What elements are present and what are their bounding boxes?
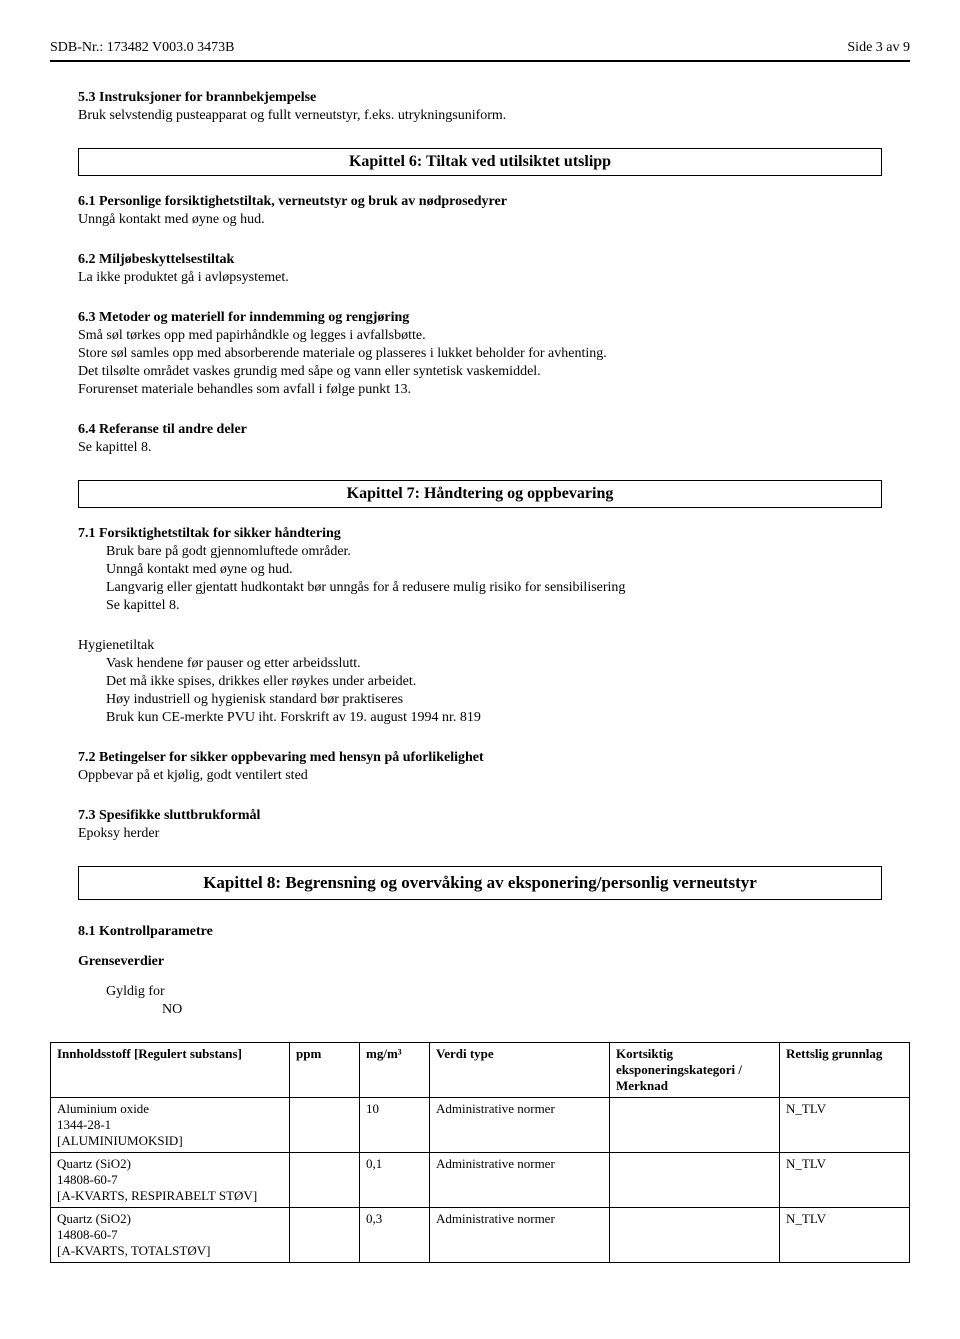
cell-kort: [610, 1153, 780, 1208]
hygiene-l3: Høy industriell og hygienisk standard bø…: [106, 692, 882, 708]
section-8-1: 8.1 Kontrollparametre Grenseverdier Gyld…: [78, 924, 882, 1018]
cell-substance: Quartz (SiO2)14808-60-7[A-KVARTS, RESPIR…: [51, 1153, 290, 1208]
cell-verdi: Administrative normer: [430, 1208, 610, 1263]
section-7-1-title: 7.1 Forsiktighetstiltak for sikker håndt…: [78, 526, 882, 542]
cell-mg: 0,1: [360, 1153, 430, 1208]
section-6-2-title: 6.2 Miljøbeskyttelsestiltak: [78, 252, 882, 268]
cell-kort: [610, 1098, 780, 1153]
section-6-4-body: Se kapittel 8.: [78, 440, 882, 456]
section-7-3-body: Epoksy herder: [78, 826, 882, 842]
gyldig-for-value: NO: [162, 1002, 882, 1018]
col-substance: Innholdsstoff [Regulert substans]: [51, 1043, 290, 1098]
col-kortsiktig: Kortsiktig eksponeringskategori / Merkna…: [610, 1043, 780, 1098]
col-verdi-type: Verdi type: [430, 1043, 610, 1098]
limits-table: Innholdsstoff [Regulert substans] ppm mg…: [50, 1042, 910, 1263]
section-7-1-l1: Bruk bare på godt gjennomluftede områder…: [106, 544, 882, 560]
table-row: Quartz (SiO2)14808-60-7[A-KVARTS, TOTALS…: [51, 1208, 910, 1263]
cell-substance: Aluminium oxide1344-28-1[ALUMINIUMOKSID]: [51, 1098, 290, 1153]
chapter-8-title: Kapittel 8: Begrensning og overvåking av…: [78, 866, 882, 900]
grenseverdier-title: Grenseverdier: [78, 954, 882, 970]
cell-verdi: Administrative normer: [430, 1098, 610, 1153]
cell-rett: N_TLV: [780, 1098, 910, 1153]
section-6-1: 6.1 Personlige forsiktighetstiltak, vern…: [78, 194, 882, 228]
section-5-3: 5.3 Instruksjoner for brannbekjempelse B…: [78, 90, 882, 124]
header-left: SDB-Nr.: 173482 V003.0 3473B: [50, 40, 234, 56]
section-7-1-l2: Unngå kontakt med øyne og hud.: [106, 562, 882, 578]
section-7-2-body: Oppbevar på et kjølig, godt ventilert st…: [78, 768, 882, 784]
section-6-3-l1: Små søl tørkes opp med papirhåndkle og l…: [78, 328, 882, 344]
col-ppm: ppm: [290, 1043, 360, 1098]
section-5-3-title: 5.3 Instruksjoner for brannbekjempelse: [78, 90, 882, 106]
header-rule: [50, 60, 910, 62]
cell-mg: 0,3: [360, 1208, 430, 1263]
col-mg: mg/m³: [360, 1043, 430, 1098]
gyldig-for-label: Gyldig for: [106, 984, 882, 1000]
chapter-6-container: Kapittel 6: Tiltak ved utilsiktet utslip…: [78, 148, 882, 1018]
chapter-6-title: Kapittel 6: Tiltak ved utilsiktet utslip…: [78, 148, 882, 176]
section-6-4: 6.4 Referanse til andre deler Se kapitte…: [78, 422, 882, 456]
cell-rett: N_TLV: [780, 1153, 910, 1208]
section-6-3: 6.3 Metoder og materiell for inndemming …: [78, 310, 882, 398]
cell-rett: N_TLV: [780, 1208, 910, 1263]
section-6-1-title: 6.1 Personlige forsiktighetstiltak, vern…: [78, 194, 882, 210]
section-7-2-title: 7.2 Betingelser for sikker oppbevaring m…: [78, 750, 882, 766]
chapter-7-title: Kapittel 7: Håndtering og oppbevaring: [78, 480, 882, 508]
page-header: SDB-Nr.: 173482 V003.0 3473B Side 3 av 9: [50, 40, 910, 56]
hygiene-title: Hygienetiltak: [78, 638, 882, 654]
section-7-2: 7.2 Betingelser for sikker oppbevaring m…: [78, 750, 882, 784]
section-6-1-body: Unngå kontakt med øyne og hud.: [78, 212, 882, 228]
section-6-3-title: 6.3 Metoder og materiell for inndemming …: [78, 310, 882, 326]
cell-kort: [610, 1208, 780, 1263]
table-row: Quartz (SiO2)14808-60-7[A-KVARTS, RESPIR…: [51, 1153, 910, 1208]
hygiene-section: Hygienetiltak Vask hendene før pauser og…: [78, 638, 882, 726]
section-7-1-l3: Langvarig eller gjentatt hudkontakt bør …: [106, 580, 882, 596]
cell-substance: Quartz (SiO2)14808-60-7[A-KVARTS, TOTALS…: [51, 1208, 290, 1263]
cell-verdi: Administrative normer: [430, 1153, 610, 1208]
section-6-3-l3: Det tilsølte området vaskes grundig med …: [78, 364, 882, 380]
table-row: Aluminium oxide1344-28-1[ALUMINIUMOKSID]…: [51, 1098, 910, 1153]
col-rettslig: Rettslig grunnlag: [780, 1043, 910, 1098]
section-6-2-body: La ikke produktet gå i avløpsystemet.: [78, 270, 882, 286]
cell-ppm: [290, 1098, 360, 1153]
section-7-3: 7.3 Spesifikke sluttbrukformål Epoksy he…: [78, 808, 882, 842]
section-6-2: 6.2 Miljøbeskyttelsestiltak La ikke prod…: [78, 252, 882, 286]
cell-mg: 10: [360, 1098, 430, 1153]
section-5-3-body: Bruk selvstendig pusteapparat og fullt v…: [78, 108, 882, 124]
section-6-3-l2: Store søl samles opp med absorberende ma…: [78, 346, 882, 362]
hygiene-l1: Vask hendene før pauser og etter arbeids…: [106, 656, 882, 672]
section-6-3-l4: Forurenset materiale behandles som avfal…: [78, 382, 882, 398]
cell-ppm: [290, 1208, 360, 1263]
table-header-row: Innholdsstoff [Regulert substans] ppm mg…: [51, 1043, 910, 1098]
cell-ppm: [290, 1153, 360, 1208]
hygiene-l2: Det må ikke spises, drikkes eller røykes…: [106, 674, 882, 690]
section-7-3-title: 7.3 Spesifikke sluttbrukformål: [78, 808, 882, 824]
header-right: Side 3 av 9: [847, 40, 910, 56]
section-6-4-title: 6.4 Referanse til andre deler: [78, 422, 882, 438]
section-7-1-l4: Se kapittel 8.: [106, 598, 882, 614]
section-8-1-title: 8.1 Kontrollparametre: [78, 924, 882, 940]
hygiene-l4: Bruk kun CE-merkte PVU iht. Forskrift av…: [106, 710, 882, 726]
section-7-1: 7.1 Forsiktighetstiltak for sikker håndt…: [78, 526, 882, 614]
